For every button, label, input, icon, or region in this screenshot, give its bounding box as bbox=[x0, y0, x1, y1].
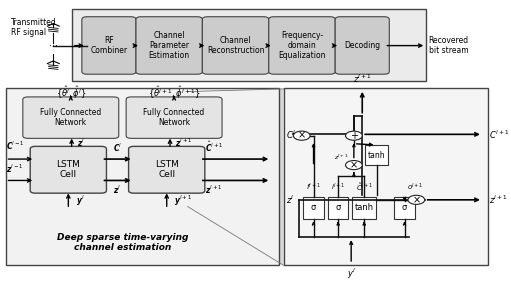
Text: $\boldsymbol{y}^{l+1}$: $\boldsymbol{y}^{l+1}$ bbox=[174, 194, 192, 208]
Text: $\boldsymbol{C}^l$: $\boldsymbol{C}^l$ bbox=[113, 141, 122, 154]
FancyBboxPatch shape bbox=[365, 145, 388, 165]
Text: ×: × bbox=[298, 131, 306, 141]
Text: $C^{l+1}$: $C^{l+1}$ bbox=[489, 128, 509, 140]
FancyBboxPatch shape bbox=[202, 17, 269, 74]
Text: ×: × bbox=[350, 160, 358, 170]
Text: $y^l$: $y^l$ bbox=[346, 267, 356, 281]
Text: Channel
Reconstruction: Channel Reconstruction bbox=[207, 36, 264, 55]
Text: tanh: tanh bbox=[368, 151, 385, 160]
Text: Transmitted
RF signal: Transmitted RF signal bbox=[11, 18, 56, 37]
Text: $\boldsymbol{z}^{l+1}$: $\boldsymbol{z}^{l+1}$ bbox=[175, 136, 193, 149]
FancyBboxPatch shape bbox=[126, 97, 222, 138]
Text: $\boldsymbol{C}^{l-1}$: $\boldsymbol{C}^{l-1}$ bbox=[6, 140, 24, 152]
Text: $\boldsymbol{y}^l$: $\boldsymbol{y}^l$ bbox=[76, 194, 84, 208]
FancyBboxPatch shape bbox=[6, 88, 278, 265]
Text: $\boldsymbol{z}^l$: $\boldsymbol{z}^l$ bbox=[113, 183, 122, 195]
Text: $C^l$: $C^l$ bbox=[286, 128, 296, 140]
Text: Fully Connected
Network: Fully Connected Network bbox=[40, 108, 101, 127]
Circle shape bbox=[293, 131, 310, 140]
Text: LSTM
Cell: LSTM Cell bbox=[56, 160, 80, 179]
Text: $z^{l+1}$: $z^{l+1}$ bbox=[489, 194, 508, 206]
Text: σ: σ bbox=[402, 203, 407, 212]
Text: Frequency-
domain
Equalization: Frequency- domain Equalization bbox=[278, 30, 326, 60]
Text: σ: σ bbox=[336, 203, 341, 212]
Text: tanh: tanh bbox=[355, 203, 374, 212]
FancyBboxPatch shape bbox=[30, 146, 106, 193]
Text: $z^{l+1}$: $z^{l+1}$ bbox=[335, 153, 349, 162]
Text: $\boldsymbol{z}^l$: $\boldsymbol{z}^l$ bbox=[77, 136, 85, 149]
FancyBboxPatch shape bbox=[129, 146, 205, 193]
FancyBboxPatch shape bbox=[328, 197, 349, 219]
Text: Fully Connected
Network: Fully Connected Network bbox=[144, 108, 205, 127]
FancyBboxPatch shape bbox=[353, 197, 376, 219]
Text: ···: ··· bbox=[49, 41, 58, 50]
Text: $\{\hat{\theta}^l, \hat{\phi}^l\}$: $\{\hat{\theta}^l, \hat{\phi}^l\}$ bbox=[56, 85, 86, 101]
Circle shape bbox=[345, 131, 362, 140]
Text: $\boldsymbol{z}^{l+1}$: $\boldsymbol{z}^{l+1}$ bbox=[205, 183, 222, 195]
Text: $i^{l+1}$: $i^{l+1}$ bbox=[331, 182, 345, 193]
Text: Decoding: Decoding bbox=[344, 41, 380, 50]
FancyBboxPatch shape bbox=[269, 17, 335, 74]
FancyBboxPatch shape bbox=[72, 9, 426, 81]
Text: σ: σ bbox=[311, 203, 316, 212]
Text: Recovered
bit stream: Recovered bit stream bbox=[429, 36, 469, 55]
FancyBboxPatch shape bbox=[284, 88, 487, 265]
FancyBboxPatch shape bbox=[82, 17, 136, 74]
Circle shape bbox=[408, 195, 425, 204]
Text: RF
Combiner: RF Combiner bbox=[90, 36, 127, 55]
FancyBboxPatch shape bbox=[394, 197, 415, 219]
Text: LSTM
Cell: LSTM Cell bbox=[155, 160, 179, 179]
Text: $f^{l+1}$: $f^{l+1}$ bbox=[306, 182, 321, 193]
Text: $o^{l+1}$: $o^{l+1}$ bbox=[407, 182, 424, 193]
Text: $\boldsymbol{z}^{l-1}$: $\boldsymbol{z}^{l-1}$ bbox=[6, 163, 23, 175]
Text: $z^l$: $z^l$ bbox=[286, 194, 294, 206]
Text: Deep sparse time-varying
channel estimation: Deep sparse time-varying channel estimat… bbox=[57, 233, 188, 252]
FancyBboxPatch shape bbox=[136, 17, 202, 74]
Text: +: + bbox=[350, 131, 358, 141]
Text: $\{\hat{\theta}^{l+1}, \hat{\phi}^{l+1}\}$: $\{\hat{\theta}^{l+1}, \hat{\phi}^{l+1}\… bbox=[148, 85, 200, 101]
FancyBboxPatch shape bbox=[335, 17, 389, 74]
Text: $z^{l+1}$: $z^{l+1}$ bbox=[353, 72, 371, 85]
FancyBboxPatch shape bbox=[303, 197, 324, 219]
Text: $\hat{\boldsymbol{C}}^{l+1}$: $\hat{\boldsymbol{C}}^{l+1}$ bbox=[205, 139, 223, 154]
Circle shape bbox=[345, 160, 362, 170]
Text: $\tilde{C}^{l+1}$: $\tilde{C}^{l+1}$ bbox=[356, 182, 373, 193]
FancyBboxPatch shape bbox=[23, 97, 119, 138]
Text: Channel
Parameter
Estimation: Channel Parameter Estimation bbox=[149, 30, 190, 60]
Text: ×: × bbox=[412, 195, 421, 205]
Polygon shape bbox=[188, 89, 284, 265]
